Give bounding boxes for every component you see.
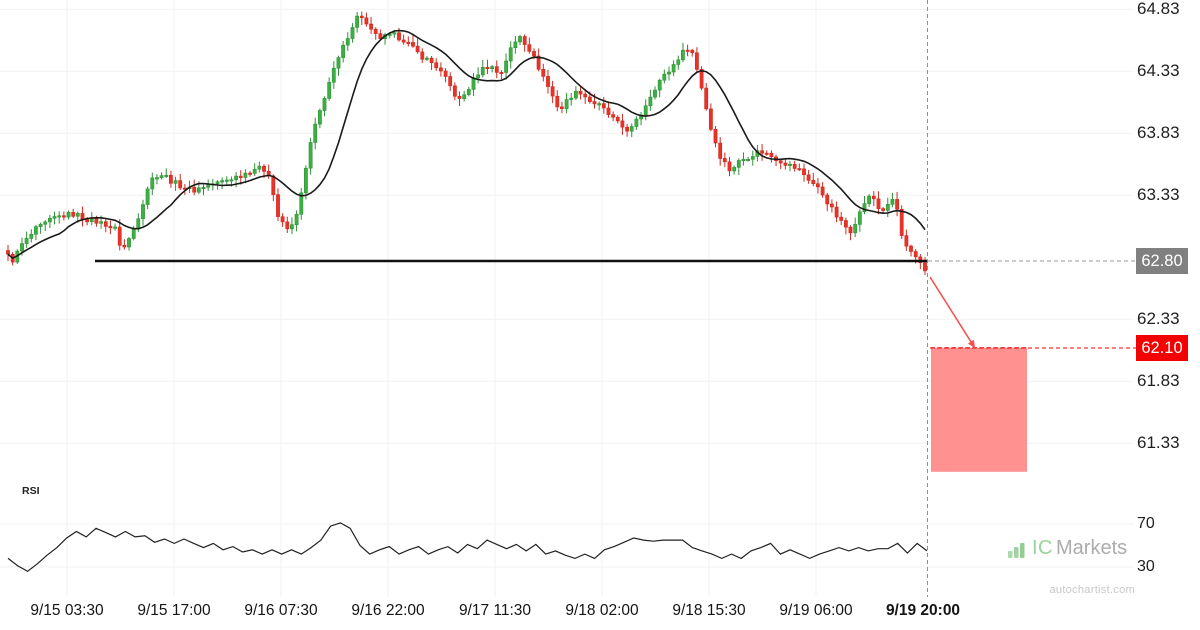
provider-credit: autochartist.com (1049, 584, 1135, 596)
time-axis-label: 9/18 15:30 (672, 602, 746, 619)
price-axis-label: 63.83 (1137, 123, 1180, 142)
time-axis-label: 9/16 07:30 (244, 602, 318, 619)
time-axis-label: 9/19 20:00 (885, 602, 961, 619)
rsi-line (7, 522, 928, 573)
time-axis-label: 9/15 17:00 (137, 602, 211, 619)
rsi-lower-level-label: 30 (1137, 558, 1155, 575)
bar-chart-icon (1008, 543, 1025, 558)
watermark-markets-text: Markets (1056, 537, 1128, 559)
moving-average-line (7, 29, 926, 260)
price-axis-label: 61.83 (1137, 371, 1180, 390)
time-axis-label: 9/15 03:30 (30, 602, 104, 619)
time-axis-label: 9/17 11:30 (458, 602, 532, 619)
price-axis-label: 61.33 (1137, 433, 1180, 452)
watermark-ic-text: IC (1032, 537, 1053, 559)
broker-watermark: IC Markets (1008, 538, 1127, 558)
price-axis-label: 64.33 (1137, 61, 1180, 80)
price-axis-label: 63.33 (1137, 185, 1180, 204)
price-axis-label: 64.83 (1137, 0, 1180, 18)
time-axis-label: 9/19 06:00 (779, 602, 853, 619)
rsi-upper-level-label: 70 (1137, 515, 1155, 532)
forecast-box-layer (931, 347, 1027, 472)
candles-layer (6, 11, 927, 275)
rsi-pane-title: RSI (22, 485, 40, 497)
price-dash-lines (928, 260, 1136, 349)
grid-layer (0, 0, 1133, 597)
price-axis-label: 62.33 (1137, 309, 1180, 328)
time-axis-label: 9/16 22:00 (351, 602, 425, 619)
time-axis-label: 9/18 02:00 (565, 602, 639, 619)
forecast-arrow (929, 276, 976, 349)
forecast-target-badge: 62.10 (1136, 335, 1188, 361)
support-price-badge: 62.80 (1136, 248, 1188, 274)
